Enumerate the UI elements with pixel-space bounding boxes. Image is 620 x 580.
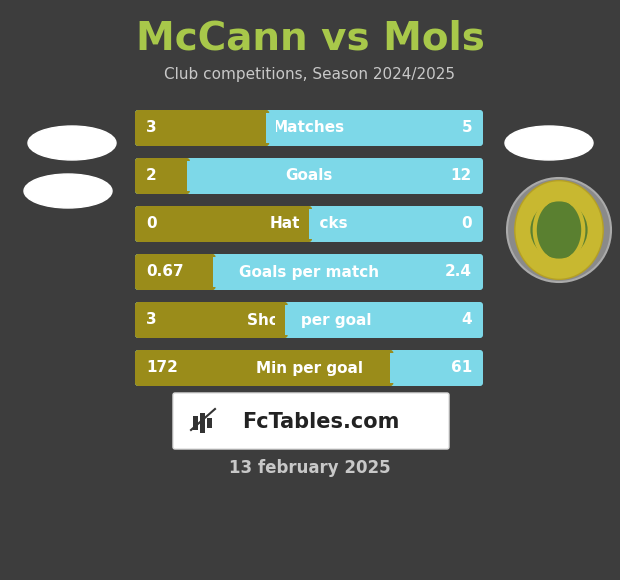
FancyBboxPatch shape (135, 254, 216, 290)
Text: Matches: Matches (273, 121, 345, 136)
Text: 3: 3 (146, 313, 157, 328)
Text: Shots per goal: Shots per goal (247, 313, 371, 328)
Bar (200, 413, 205, 433)
Text: 61: 61 (451, 361, 472, 375)
Bar (213, 257, 223, 287)
Ellipse shape (24, 174, 112, 208)
FancyBboxPatch shape (135, 206, 312, 242)
FancyBboxPatch shape (135, 302, 288, 338)
Bar (285, 305, 294, 335)
Bar (381, 353, 391, 383)
FancyBboxPatch shape (135, 350, 483, 386)
Text: 4: 4 (461, 313, 472, 328)
Circle shape (530, 201, 588, 259)
FancyBboxPatch shape (135, 158, 190, 194)
Text: Hattricks: Hattricks (270, 216, 348, 231)
Bar (275, 305, 285, 335)
Text: 0.67: 0.67 (146, 264, 184, 280)
Text: 0: 0 (461, 216, 472, 231)
Bar (309, 209, 319, 239)
FancyBboxPatch shape (135, 110, 269, 146)
FancyBboxPatch shape (173, 393, 449, 449)
Bar (256, 113, 266, 143)
Bar (266, 113, 277, 143)
Bar (299, 209, 309, 239)
Circle shape (507, 178, 611, 282)
Ellipse shape (505, 126, 593, 160)
Text: 12: 12 (451, 169, 472, 183)
Ellipse shape (28, 126, 116, 160)
Bar (207, 418, 212, 428)
Bar (193, 416, 198, 430)
Text: McCann vs Mols: McCann vs Mols (136, 19, 484, 57)
Text: Min per goal: Min per goal (255, 361, 363, 375)
Text: 13 february 2025: 13 february 2025 (229, 459, 391, 477)
Text: 172: 172 (146, 361, 178, 375)
Text: 5: 5 (461, 121, 472, 136)
Text: 2: 2 (146, 169, 157, 183)
Bar (391, 353, 401, 383)
FancyBboxPatch shape (135, 350, 394, 386)
FancyBboxPatch shape (135, 206, 483, 242)
FancyBboxPatch shape (135, 158, 483, 194)
Bar (187, 161, 197, 191)
Ellipse shape (515, 180, 603, 280)
Text: 0: 0 (146, 216, 157, 231)
FancyBboxPatch shape (135, 302, 483, 338)
Bar (203, 257, 213, 287)
FancyBboxPatch shape (135, 110, 483, 146)
FancyBboxPatch shape (135, 254, 483, 290)
Text: Club competitions, Season 2024/2025: Club competitions, Season 2024/2025 (164, 67, 456, 82)
Text: 3: 3 (146, 121, 157, 136)
Text: Goals per match: Goals per match (239, 264, 379, 280)
Text: 2.4: 2.4 (445, 264, 472, 280)
Text: FcTables.com: FcTables.com (242, 412, 400, 432)
Text: Goals: Goals (285, 169, 333, 183)
Bar (177, 161, 187, 191)
